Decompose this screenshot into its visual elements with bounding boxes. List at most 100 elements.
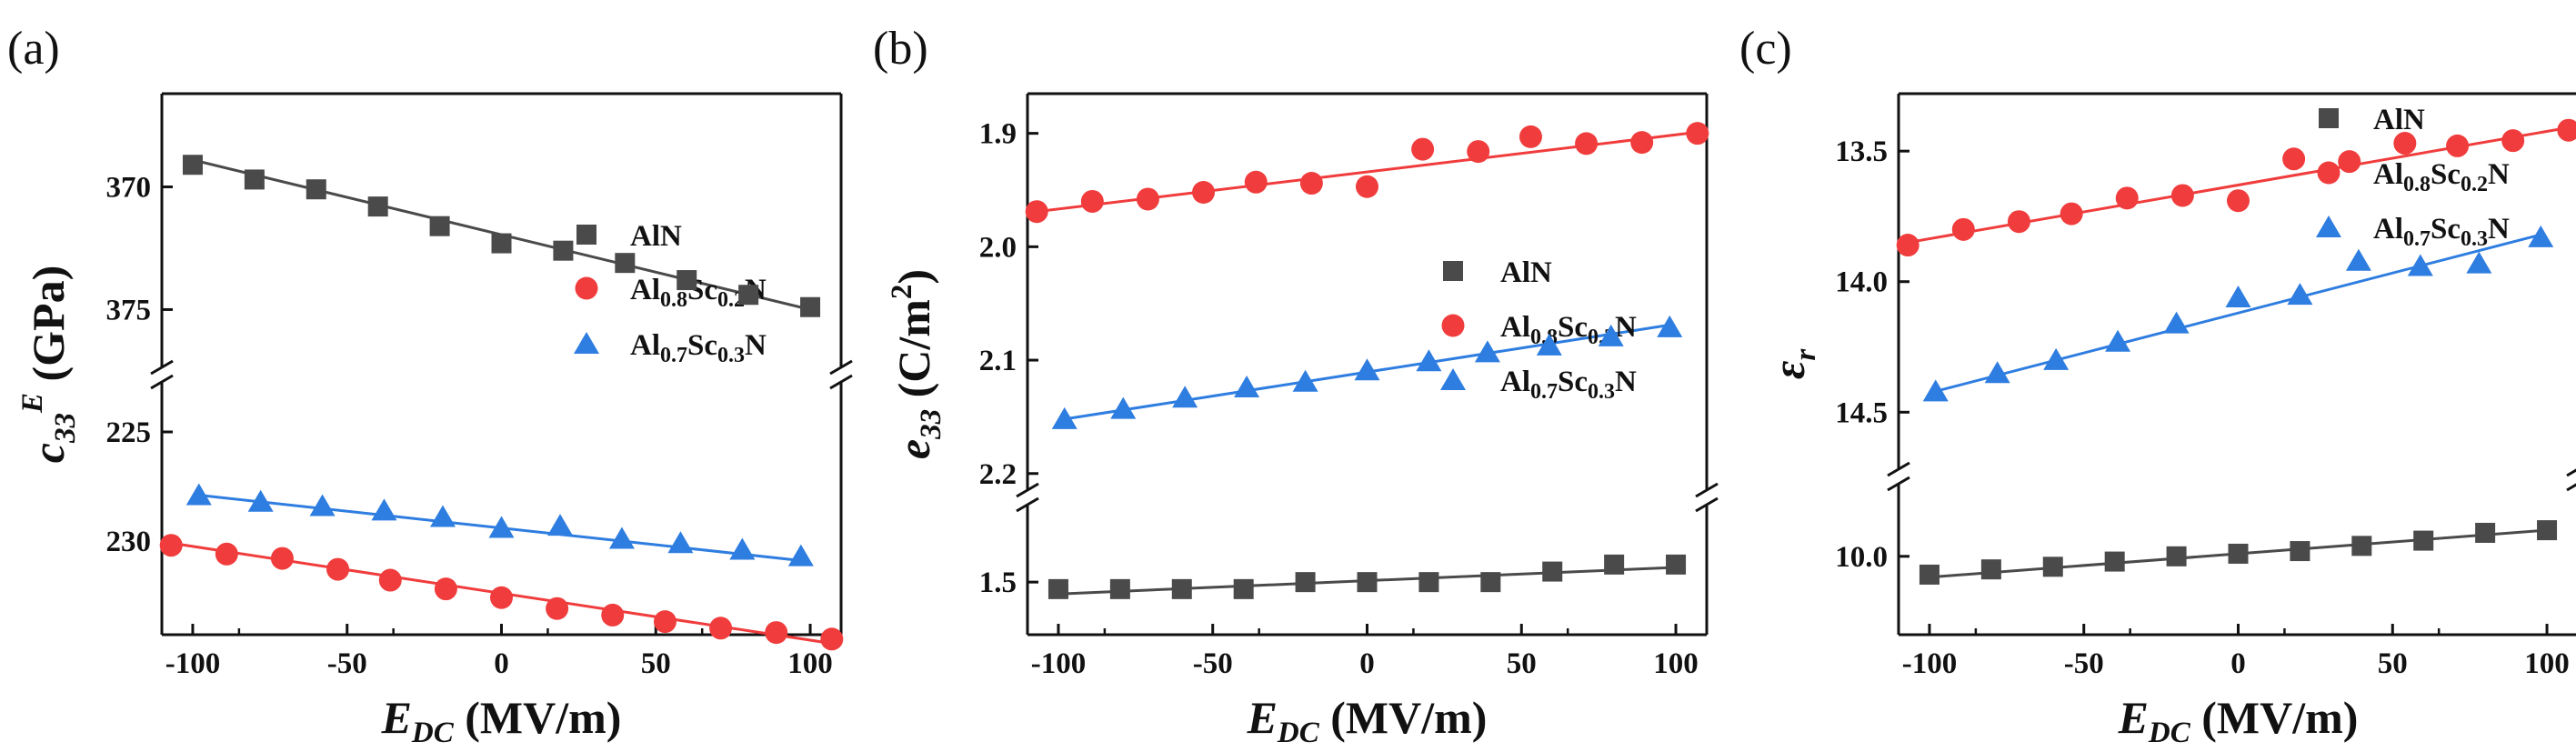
y-tick-label: 14.5 [1835,396,1888,429]
data-point [2287,283,2313,306]
data-point [2407,254,2433,276]
axis-break-right [2566,468,2576,492]
data-point [601,603,625,627]
panel-a: (a) -100 -50 0 50 100 225 230 370 375 AlNAl0.8Sc0.… [7,23,853,749]
data-point [1604,554,1625,575]
data-point [2528,225,2554,247]
x-tick-label: 50 [1507,647,1537,680]
x-tick-label: -100 [1031,647,1087,680]
legend-label: Al0.7Sc0.3N [2373,213,2510,251]
y-tick-label: 13.5 [1835,135,1888,168]
data-point [2104,551,2125,572]
data-point [1234,375,1260,397]
legend-marker [2319,108,2339,128]
legend-label: AlN [630,220,682,253]
legend-label: Al0.7Sc0.3N [1500,366,1637,404]
axis-break-left [1016,482,1039,513]
y-tick-label: 1.5 [979,567,1017,599]
y-axis-title: e33 (C/m2) [886,269,947,459]
legend-label: Al0.8Sc0.2N [2373,158,2510,196]
data-point [2007,210,2030,234]
data-point [2351,536,2372,556]
data-point [1109,578,1130,599]
data-point [159,534,183,557]
data-point [2163,311,2190,334]
data-point [1951,217,1975,241]
data-point [247,489,274,512]
series-Al07Sc03N [1935,233,2541,393]
data-point [2170,184,2194,207]
data-point [1686,122,1709,145]
data-point [2338,150,2361,174]
y-axis-title: c33E (GPa) [16,266,82,463]
x-tick-label: 100 [2524,647,2570,680]
data-point [1657,315,1683,337]
data-point [729,537,756,560]
data-point [2282,147,2306,171]
x-tick-label: -50 [327,647,367,680]
data-point [1110,396,1137,419]
legend-label: Al0.7Sc0.3N [630,329,767,367]
data-point [787,544,814,567]
data-point [2228,543,2249,564]
y-tick-label: 1.9 [979,118,1017,151]
legend-marker [1440,368,1466,390]
data-point [1080,189,1104,213]
y-tick-label: 2.0 [979,231,1017,264]
data-point [1192,180,1216,204]
data-point [547,514,574,536]
data-point [1295,572,1316,593]
data-point [429,216,450,236]
data-point [491,233,512,254]
legend-marker [1443,261,1463,281]
data-point [2345,248,2371,271]
y-tick-label: 10.0 [1835,541,1888,574]
x-axis-title: EDC (MV/m) [1247,692,1488,749]
data-point [1919,564,1940,585]
legend-marker [2317,161,2340,185]
y-tick-label: 230 [106,526,152,558]
panel-label: (c) [1739,23,1792,75]
data-point [1519,125,1542,148]
panel-label: (b) [873,23,928,75]
x-tick-label: -50 [1193,647,1233,680]
x-tick-label: 0 [2230,647,2246,680]
data-point [1922,379,1949,402]
legend-marker [2316,216,2341,237]
data-point [608,526,635,549]
data-point [615,253,636,274]
data-point [1357,572,1378,593]
data-point [1025,200,1048,224]
data-point [1051,406,1078,429]
y-tick-label: 2.1 [979,345,1017,377]
x-axis-title: EDC (MV/m) [381,692,622,749]
data-point [1480,572,1501,593]
x-tick-label: 100 [787,647,833,680]
x-tick-label: 50 [641,647,671,680]
data-point [2042,556,2063,577]
data-point [2227,189,2250,213]
data-point [1984,361,2010,384]
data-point [1354,358,1380,381]
data-point [2466,251,2492,274]
data-point [667,531,694,554]
data-point [434,577,457,601]
data-point [1136,187,1159,211]
x-tick-label: 0 [1359,647,1375,680]
y-tick-label: 375 [106,294,152,326]
data-point [820,627,844,651]
data-point [182,155,203,175]
data-point [2475,522,2496,543]
data-point [429,505,456,527]
data-point [215,542,238,566]
data-point [1047,578,1068,599]
data-point [185,483,212,506]
series-Al08Sc02N [1037,130,1698,214]
y-tick-label: 2.2 [979,458,1017,491]
data-point [2166,546,2187,567]
data-point [244,169,265,190]
